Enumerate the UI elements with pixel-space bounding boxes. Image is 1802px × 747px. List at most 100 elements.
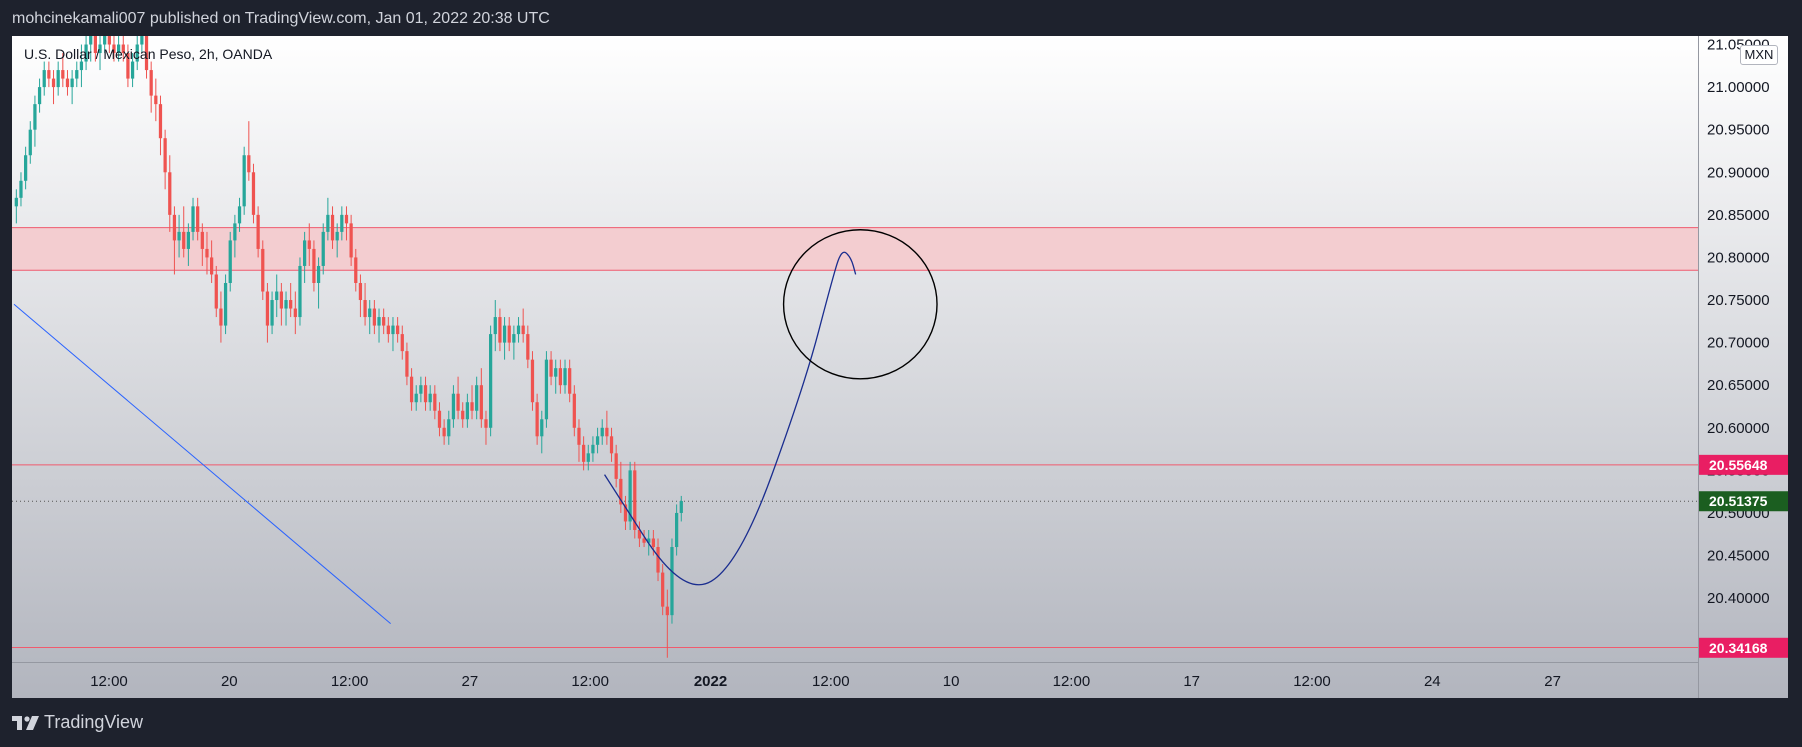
candle[interactable] xyxy=(423,376,428,411)
candle[interactable] xyxy=(670,538,674,624)
candle[interactable] xyxy=(475,376,479,420)
candle[interactable] xyxy=(316,257,321,309)
candle[interactable] xyxy=(279,282,283,326)
candle[interactable] xyxy=(186,223,190,266)
candle[interactable] xyxy=(326,197,330,241)
candle[interactable] xyxy=(382,308,386,335)
candle[interactable] xyxy=(103,36,107,54)
candle[interactable] xyxy=(37,78,42,113)
candle[interactable] xyxy=(265,282,270,343)
candle[interactable] xyxy=(284,291,288,326)
candle[interactable] xyxy=(396,317,400,343)
candle[interactable] xyxy=(619,461,623,513)
candle[interactable] xyxy=(363,282,367,326)
candle[interactable] xyxy=(321,223,325,275)
candle[interactable] xyxy=(433,385,437,420)
candle[interactable] xyxy=(135,36,139,71)
candle[interactable] xyxy=(200,223,204,266)
candle[interactable] xyxy=(502,317,507,360)
candle[interactable] xyxy=(130,53,135,88)
candle[interactable] xyxy=(470,385,474,420)
candle[interactable] xyxy=(507,317,511,352)
candle[interactable] xyxy=(24,146,28,190)
candle[interactable] xyxy=(577,419,581,462)
candle[interactable] xyxy=(372,300,376,335)
candle[interactable] xyxy=(465,393,469,428)
candle[interactable] xyxy=(158,95,163,156)
candle[interactable] xyxy=(191,197,195,241)
candle[interactable] xyxy=(196,197,200,241)
candle[interactable] xyxy=(558,359,562,394)
candle[interactable] xyxy=(349,214,353,266)
candle[interactable] xyxy=(61,53,65,88)
candle[interactable] xyxy=(75,61,79,88)
candle[interactable] xyxy=(409,368,414,411)
candle[interactable] xyxy=(456,376,460,420)
symbol-title[interactable]: U.S. Dollar / Mexican Peso, 2h, OANDA xyxy=(24,46,273,62)
candle[interactable] xyxy=(675,504,679,556)
candle[interactable] xyxy=(651,529,655,556)
candle[interactable] xyxy=(47,61,51,88)
candle[interactable] xyxy=(65,70,70,96)
candle[interactable] xyxy=(172,206,177,275)
tradingview-logo[interactable]: TradingView xyxy=(12,712,143,733)
candle[interactable] xyxy=(633,461,637,539)
candle[interactable] xyxy=(419,376,423,403)
candle[interactable] xyxy=(661,564,665,616)
candle[interactable] xyxy=(237,197,242,232)
candle[interactable] xyxy=(233,214,237,258)
chart-area[interactable]: 20.4000020.4500020.5000020.5500020.60000… xyxy=(12,36,1788,698)
price-tag[interactable]: 20.51375 xyxy=(1699,491,1788,512)
target-ellipse[interactable] xyxy=(782,229,938,380)
candle[interactable] xyxy=(228,231,232,292)
candle[interactable] xyxy=(289,282,293,318)
candle[interactable] xyxy=(28,121,32,164)
chart-canvas[interactable]: 20.4000020.4500020.5000020.5500020.60000… xyxy=(12,36,1788,698)
candle[interactable] xyxy=(493,300,497,352)
candle[interactable] xyxy=(182,206,186,258)
candle[interactable] xyxy=(679,495,683,522)
candle[interactable] xyxy=(484,410,488,445)
candle[interactable] xyxy=(219,291,223,343)
candle[interactable] xyxy=(591,436,595,462)
candle[interactable] xyxy=(377,308,381,343)
candle[interactable] xyxy=(586,444,590,471)
candle[interactable] xyxy=(177,214,181,258)
candle[interactable] xyxy=(605,410,609,445)
candle[interactable] xyxy=(42,61,46,96)
candle[interactable] xyxy=(33,95,37,147)
candle[interactable] xyxy=(498,308,502,352)
candle[interactable] xyxy=(149,61,153,113)
trend-line[interactable] xyxy=(13,303,391,625)
candle[interactable] xyxy=(223,274,228,335)
price-tag[interactable]: 20.55648 xyxy=(1699,454,1788,475)
candle[interactable] xyxy=(344,206,349,241)
candle[interactable] xyxy=(540,410,544,454)
candle[interactable] xyxy=(256,206,260,258)
candle[interactable] xyxy=(205,231,209,275)
candle[interactable] xyxy=(489,325,493,437)
candle[interactable] xyxy=(526,325,530,369)
candle[interactable] xyxy=(516,317,521,343)
candle[interactable] xyxy=(544,351,549,428)
candle[interactable] xyxy=(163,129,167,190)
candle[interactable] xyxy=(242,146,246,215)
candle[interactable] xyxy=(121,36,125,62)
candle[interactable] xyxy=(549,351,553,386)
candle[interactable] xyxy=(251,163,256,224)
candle[interactable] xyxy=(582,436,586,471)
candle[interactable] xyxy=(391,317,395,352)
candle[interactable] xyxy=(89,36,93,62)
candle[interactable] xyxy=(14,189,18,224)
candle[interactable] xyxy=(572,385,576,437)
candle[interactable] xyxy=(312,240,316,292)
candle[interactable] xyxy=(405,342,409,386)
candle[interactable] xyxy=(595,427,600,454)
candle[interactable] xyxy=(84,36,88,71)
candle[interactable] xyxy=(51,70,56,105)
candle[interactable] xyxy=(386,317,390,343)
candle[interactable] xyxy=(637,521,642,548)
candle[interactable] xyxy=(428,385,432,411)
candle[interactable] xyxy=(442,419,446,445)
candle[interactable] xyxy=(451,385,456,428)
